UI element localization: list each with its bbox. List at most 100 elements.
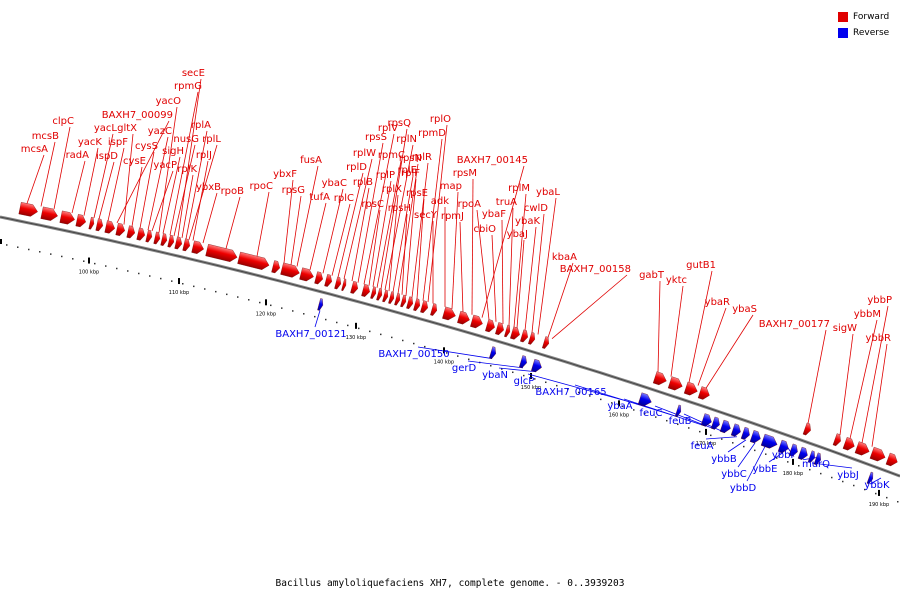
forward-leader-line bbox=[363, 133, 395, 285]
forward-gene-arrow bbox=[341, 278, 347, 291]
scale-dot bbox=[743, 445, 745, 448]
scale-dot bbox=[578, 391, 580, 394]
forward-gene-arrow bbox=[376, 288, 383, 301]
reverse-leader-line bbox=[737, 442, 756, 468]
forward-gene-arrow bbox=[237, 251, 270, 270]
reverse-gene-label: ybbJ bbox=[837, 470, 859, 481]
legend: Forward Reverse bbox=[838, 9, 889, 41]
reverse-gene-label: feuB bbox=[669, 416, 692, 427]
forward-gene-label: ybbM bbox=[854, 309, 881, 320]
forward-gene-arrow bbox=[667, 376, 683, 391]
reverse-gene-arrow bbox=[777, 439, 789, 454]
forward-leader-line bbox=[657, 280, 661, 373]
forward-gene-label: fusA bbox=[300, 155, 322, 166]
forward-leader-line bbox=[401, 213, 408, 295]
forward-gene-label: rpmJ bbox=[441, 211, 464, 222]
reverse-leader-line bbox=[705, 436, 738, 440]
reverse-gene-label: ybbK bbox=[864, 480, 890, 491]
forward-leader-line bbox=[283, 179, 294, 264]
forward-gene-label: cbiO bbox=[474, 224, 497, 235]
forward-leader-line bbox=[181, 174, 194, 239]
forward-gene-arrow bbox=[40, 206, 58, 221]
reverse-gene-label: ybbE bbox=[753, 464, 778, 475]
scale-dot bbox=[105, 265, 107, 267]
legend-forward: Forward bbox=[838, 9, 889, 25]
forward-gene-label: yacP bbox=[153, 160, 177, 171]
scale-dot bbox=[303, 313, 305, 315]
forward-leader-line bbox=[537, 197, 557, 335]
scale-dot bbox=[413, 342, 415, 345]
forward-gene-label: rpmD bbox=[418, 128, 446, 139]
forward-gene-label: rplN bbox=[396, 134, 417, 145]
forward-gene-arrow bbox=[413, 298, 420, 312]
scale-dot bbox=[512, 371, 514, 374]
scale-dot bbox=[633, 409, 635, 411]
forward-gene-arrow bbox=[388, 291, 395, 304]
scale-dot bbox=[72, 258, 74, 260]
scale-dot bbox=[94, 262, 96, 265]
forward-gene-label: BAXH7_00145 bbox=[457, 155, 528, 166]
forward-gene-label: truA bbox=[496, 197, 517, 208]
forward-gene-arrow bbox=[361, 284, 370, 297]
forward-gene-label: gabT bbox=[639, 270, 665, 281]
scale-dot bbox=[545, 381, 547, 384]
scale-dot bbox=[490, 364, 492, 367]
scale-dot bbox=[259, 301, 261, 304]
forward-leader-line bbox=[397, 163, 419, 294]
forward-gene-label: adk bbox=[431, 196, 449, 207]
legend-reverse: Reverse bbox=[838, 25, 889, 41]
scale-dots bbox=[6, 244, 899, 503]
scale-dot bbox=[787, 461, 789, 463]
scale-dot bbox=[270, 304, 272, 307]
forward-gene-label: ybbR bbox=[865, 333, 891, 344]
forward-gene-arrow bbox=[299, 267, 314, 282]
scale-tick-mark bbox=[878, 489, 880, 496]
reverse-gene-label: feuA bbox=[691, 441, 714, 452]
forward-gene-label: rpmC bbox=[378, 150, 405, 161]
forward-gene-label: ybaK bbox=[515, 216, 540, 227]
forward-leader-line bbox=[427, 124, 448, 303]
forward-leader-line bbox=[491, 234, 497, 322]
scale-dot bbox=[369, 330, 371, 333]
forward-gene-arrow bbox=[95, 218, 104, 232]
forward-gene-label: kbaA bbox=[552, 252, 577, 263]
scale-tick-mark bbox=[443, 347, 445, 354]
forward-leader-line bbox=[309, 202, 327, 270]
forward-gene-label: ispD bbox=[96, 151, 118, 162]
forward-gene-arrows bbox=[18, 202, 898, 467]
forward-leader-line bbox=[147, 136, 169, 231]
scale-dot bbox=[116, 267, 118, 270]
reverse-leader-line bbox=[467, 360, 524, 369]
forward-gene-label: secY bbox=[414, 210, 438, 221]
forward-gene-label: ybaS bbox=[732, 304, 757, 315]
forward-gene-label: rplL bbox=[202, 134, 221, 145]
scale-dot bbox=[402, 339, 404, 342]
reverse-swatch bbox=[838, 28, 848, 38]
forward-leader-line bbox=[93, 133, 114, 218]
scale-dot bbox=[391, 336, 393, 339]
scale-tick-label: 180 kbp bbox=[783, 471, 803, 477]
forward-gene-label: rpsE bbox=[406, 188, 428, 199]
scale-dot bbox=[28, 248, 30, 251]
scale-dot bbox=[644, 412, 646, 415]
forward-gene-arrow bbox=[885, 452, 898, 467]
reverse-leader-line bbox=[768, 452, 784, 463]
reverse-gene-arrow bbox=[489, 346, 496, 359]
forward-leader-line bbox=[551, 274, 628, 339]
reverse-leader-line bbox=[727, 439, 747, 453]
forward-leader-line bbox=[372, 180, 392, 287]
forward-gene-arrow bbox=[59, 210, 75, 225]
forward-gene-arrow bbox=[126, 225, 135, 239]
forward-leader-line bbox=[416, 198, 425, 299]
forward-gene-arrow bbox=[542, 336, 549, 349]
forward-gene-label: rpoA bbox=[458, 199, 482, 210]
reverse-leader-line bbox=[811, 462, 853, 469]
forward-gene-label: rpsN bbox=[399, 153, 422, 164]
reverse-leader-line bbox=[869, 477, 882, 485]
forward-gene-arrow bbox=[136, 227, 145, 241]
scale-dot bbox=[237, 296, 239, 298]
forward-leader-line bbox=[202, 192, 218, 244]
scale-dot bbox=[589, 395, 591, 397]
forward-gene-label: rplM bbox=[508, 183, 530, 194]
reverse-gene-arrow bbox=[813, 452, 821, 466]
